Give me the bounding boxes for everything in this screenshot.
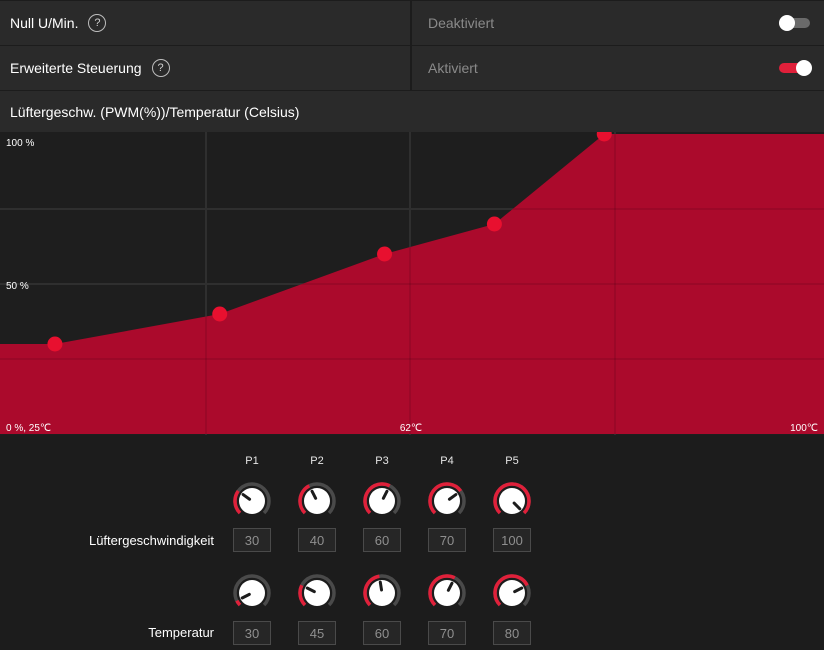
knob-icon[interactable] (427, 481, 467, 521)
knob-icon[interactable] (232, 481, 272, 521)
x-tick-label: 0 %, 25℃ (6, 423, 51, 434)
curve-point[interactable] (377, 246, 393, 262)
fan-curve-svg[interactable]: 100 % 50 % 0 %, 25℃ 62℃ 100℃ (0, 132, 824, 435)
temperature-row-label: Temperatur (148, 625, 214, 640)
knob-face (499, 580, 525, 606)
zero-rpm-label-group: Null U/Min. ? (0, 1, 410, 45)
knob-face (304, 488, 330, 514)
knob-value-arc (363, 574, 380, 607)
knob-face (369, 580, 395, 606)
x-tick-label: 100℃ (790, 423, 818, 434)
divider (410, 1, 412, 45)
advanced-control-state: Aktiviert (428, 60, 478, 76)
toggle-knob (779, 15, 795, 31)
x-tick-label: 62℃ (400, 423, 422, 434)
chart-grid-overlay (0, 132, 824, 435)
point-label-p5: P5 (505, 455, 519, 467)
knob-indicator (310, 489, 318, 500)
knob-face (239, 580, 265, 606)
chart-header: Lüftergeschw. (PWM(%))/Temperatur (Celsi… (0, 91, 824, 132)
knob-indicator (446, 581, 454, 592)
knob-value-arc (493, 482, 531, 515)
knob-indicator (241, 493, 252, 501)
point-label-p1: P1 (245, 455, 259, 467)
point-label-p4: P4 (440, 455, 454, 467)
fan-speed-input-p3[interactable]: 60 (363, 528, 401, 552)
toggle-knob (796, 60, 812, 76)
advanced-control-row: Erweiterte Steuerung ? Aktiviert (0, 46, 824, 90)
temperature-input-p4[interactable]: 70 (428, 621, 466, 645)
knob-track (233, 574, 271, 607)
knob-indicator (240, 592, 251, 600)
knob-face (499, 488, 525, 514)
knob-face (369, 488, 395, 514)
temperature-input-p3[interactable]: 60 (363, 621, 401, 645)
knob-indicator (378, 580, 384, 592)
fan-speed-input-p5[interactable]: 100 (493, 528, 531, 552)
temperature-input-p5[interactable]: 80 (493, 621, 531, 645)
knob-face (434, 488, 460, 514)
knob-value-arc (235, 599, 242, 607)
knob-face (434, 580, 460, 606)
knob-icon[interactable] (362, 481, 402, 521)
zero-rpm-row: Null U/Min. ? Deaktiviert (0, 1, 824, 45)
knob-icon[interactable] (492, 481, 532, 521)
y-tick-label: 100 % (6, 138, 34, 149)
curve-points[interactable] (47, 132, 612, 352)
zero-rpm-state: Deaktiviert (428, 15, 495, 31)
curve-point[interactable] (596, 132, 612, 142)
help-icon[interactable]: ? (88, 14, 107, 32)
knob-icon[interactable] (362, 573, 402, 613)
advanced-control-toggle[interactable] (779, 60, 812, 76)
zero-rpm-label: Null U/Min. (10, 15, 79, 31)
point-label-p2: P2 (310, 455, 324, 467)
knob-value-arc (493, 574, 529, 607)
curve-point[interactable] (212, 306, 228, 322)
knob-value-arc (298, 584, 307, 607)
y-tick-label: 50 % (6, 281, 29, 292)
fan-speed-row-label: Lüftergeschwindigkeit (88, 533, 214, 548)
knob-indicator (381, 489, 389, 500)
knob-icon[interactable] (297, 573, 337, 613)
knob-value-arc (428, 482, 463, 515)
knob-icon[interactable] (427, 573, 467, 613)
knob-indicator (513, 586, 524, 594)
knob-indicator (512, 501, 522, 511)
curve-point[interactable] (47, 336, 63, 352)
help-icon[interactable]: ? (151, 59, 170, 77)
fan-speed-input-p1[interactable]: 30 (233, 528, 271, 552)
advanced-control-label-group: Erweiterte Steuerung ? (0, 46, 410, 90)
advanced-control-label: Erweiterte Steuerung (10, 60, 142, 76)
knob-face (239, 488, 265, 514)
chart-title: Lüftergeschw. (PWM(%))/Temperatur (Celsi… (10, 103, 300, 120)
zero-rpm-toggle[interactable] (779, 15, 812, 31)
point-label-p3: P3 (375, 455, 389, 467)
knob-indicator (447, 493, 458, 501)
curve-point[interactable] (486, 216, 502, 232)
fan-speed-input-p2[interactable]: 40 (298, 528, 336, 552)
knob-face (304, 580, 330, 606)
temperature-input-p1[interactable]: 30 (233, 621, 271, 645)
knob-icon[interactable] (492, 573, 532, 613)
knob-value-arc (298, 484, 311, 515)
knob-icon[interactable] (232, 573, 272, 613)
fan-speed-input-p4[interactable]: 70 (428, 528, 466, 552)
fan-curve-chart[interactable]: 100 % 50 % 0 %, 25℃ 62℃ 100℃ (0, 132, 824, 435)
knob-value-arc (428, 574, 456, 607)
knob-indicator (305, 586, 316, 594)
temperature-input-p2[interactable]: 45 (298, 621, 336, 645)
toggle-track (779, 63, 810, 73)
knob-icon[interactable] (297, 481, 337, 521)
fan-curve-area (0, 134, 824, 434)
divider (410, 46, 412, 90)
knob-value-arc (233, 489, 242, 515)
knob-value-arc (363, 482, 391, 515)
